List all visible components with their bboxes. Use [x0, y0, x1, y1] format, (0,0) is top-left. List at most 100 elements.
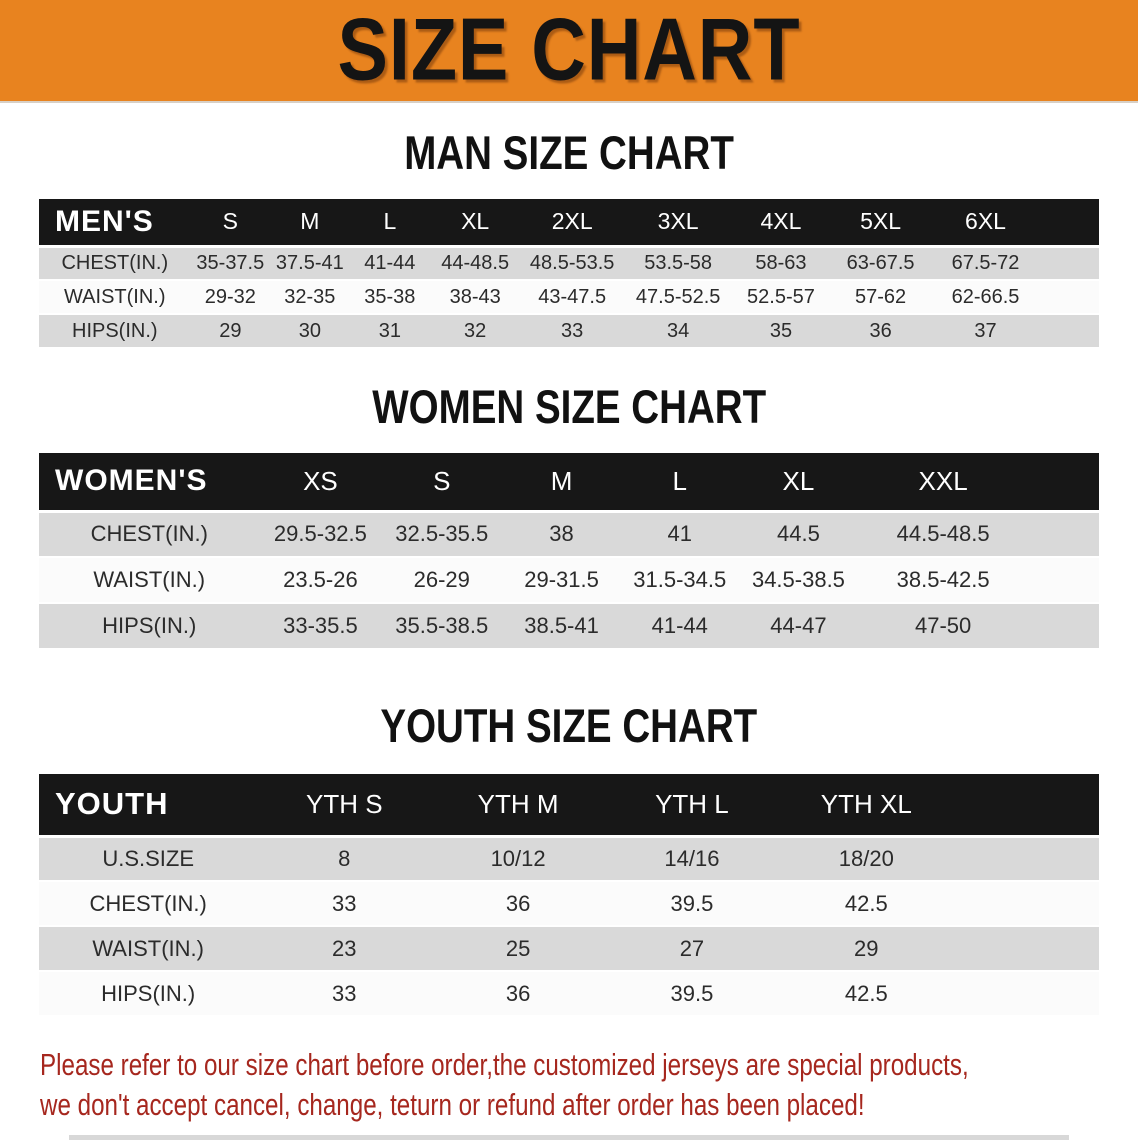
youth-chart-heading: YOUTH SIZE CHART — [0, 700, 1138, 752]
size-value-cell: 10/12 — [431, 836, 606, 882]
youth-chart-heading-text: YOUTH SIZE CHART — [380, 699, 758, 752]
size-value-cell: 35-38 — [349, 280, 431, 315]
row-filler-cell — [953, 836, 1099, 882]
size-column-header: 5XL — [829, 199, 932, 248]
row-filler-cell — [1039, 246, 1099, 281]
size-value-cell: 34.5-38.5 — [738, 557, 859, 604]
size-value-cell: 29 — [778, 926, 954, 972]
size-value-cell: 8 — [257, 836, 432, 882]
row-filler-cell — [1027, 511, 1099, 558]
size-value-cell: 44.5-48.5 — [858, 511, 1028, 558]
womens-size-table: WOMEN'S XS S M L XL XXL CHEST(IN.) 29.5-32.5 32.5… — [39, 453, 1099, 650]
order-policy-line-1: Please refer to our size chart before or… — [40, 1047, 969, 1082]
measurement-row: U.S.SIZE 8 10/12 14/16 18/20 — [39, 836, 1099, 882]
size-value-cell: 53.5-58 — [624, 246, 733, 281]
row-filler-cell — [1027, 603, 1099, 650]
size-value-cell: 33 — [257, 971, 432, 1017]
size-column-header: L — [620, 453, 739, 513]
size-column-header: L — [349, 199, 431, 248]
size-value-cell: 36 — [829, 314, 932, 349]
size-value-cell: 38-43 — [430, 280, 521, 315]
measurement-row: CHEST(IN.) 29.5-32.5 32.5-35.5 38 41 44.5 44.5… — [39, 511, 1099, 558]
size-value-cell: 38 — [502, 511, 621, 558]
measurement-row: HIPS(IN.) 33-35.5 35.5-38.5 38.5-41 41-44 44-… — [39, 603, 1099, 650]
size-column-header: YTH M — [431, 774, 606, 838]
size-value-cell: 31.5-34.5 — [620, 557, 739, 604]
size-value-cell: 34 — [624, 314, 733, 349]
size-column-header: XXL — [858, 453, 1028, 513]
row-label: U.S.SIZE — [39, 836, 258, 882]
womens-chart-heading: WOMEN SIZE CHART — [0, 381, 1138, 433]
size-column-header: YTH XL — [778, 774, 954, 838]
size-value-cell: 67.5-72 — [931, 246, 1040, 281]
header-filler-cell — [953, 774, 1099, 838]
size-value-cell: 42.5 — [778, 881, 954, 927]
measurement-row: WAIST(IN.) 29-32 32-35 35-38 38-43 43-47.5 47.… — [39, 280, 1099, 315]
row-label: HIPS(IN.) — [39, 314, 191, 349]
size-value-cell: 62-66.5 — [931, 280, 1040, 315]
size-value-cell: 29.5-32.5 — [259, 511, 382, 558]
group-label: YOUTH — [39, 774, 258, 838]
size-value-cell: 31 — [349, 314, 431, 349]
size-column-header: 4XL — [732, 199, 830, 248]
mens-size-table: MEN'S S M L XL 2XL 3XL 4XL 5XL 6XL CHEST(IN.) 35-37… — [39, 199, 1099, 349]
size-value-cell: 47.5-52.5 — [624, 280, 733, 315]
size-value-cell: 35.5-38.5 — [381, 603, 503, 650]
row-label: HIPS(IN.) — [39, 603, 260, 650]
row-filler-cell — [953, 881, 1099, 927]
size-value-cell: 35-37.5 — [190, 246, 271, 281]
size-column-header: XS — [259, 453, 382, 513]
row-filler-cell — [1039, 314, 1099, 349]
size-column-header: M — [270, 199, 350, 248]
size-value-cell: 36 — [431, 971, 606, 1017]
mens-chart-heading: MAN SIZE CHART — [0, 127, 1138, 179]
womens-size-section: WOMEN SIZE CHART WOMEN'S XS S M L XL XXL CHEST(… — [0, 381, 1138, 650]
size-value-cell: 37 — [931, 314, 1040, 349]
size-value-cell: 39.5 — [605, 881, 779, 927]
group-label: WOMEN'S — [39, 453, 260, 513]
size-value-cell: 32-35 — [270, 280, 350, 315]
measurement-row: CHEST(IN.) 33 36 39.5 42.5 — [39, 881, 1099, 927]
bottom-edge-strip — [69, 1135, 1069, 1140]
size-value-cell: 36 — [431, 881, 606, 927]
size-value-cell: 38.5-42.5 — [858, 557, 1028, 604]
row-label: HIPS(IN.) — [39, 971, 258, 1017]
size-column-header: S — [381, 453, 503, 513]
size-column-header: XL — [738, 453, 859, 513]
row-label: WAIST(IN.) — [39, 557, 260, 604]
size-value-cell: 30 — [270, 314, 350, 349]
size-column-header: 6XL — [931, 199, 1040, 248]
size-column-header: YTH S — [257, 774, 432, 838]
size-value-cell: 23 — [257, 926, 432, 972]
row-filler-cell — [1039, 280, 1099, 315]
size-column-header: 3XL — [624, 199, 733, 248]
size-value-cell: 26-29 — [381, 557, 503, 604]
size-value-cell: 43-47.5 — [520, 280, 625, 315]
size-value-cell: 32 — [430, 314, 521, 349]
size-value-cell: 33 — [257, 881, 432, 927]
row-filler-cell — [953, 971, 1099, 1017]
size-header-row: YOUTH YTH S YTH M YTH L YTH XL — [39, 774, 1099, 838]
size-value-cell: 47-50 — [858, 603, 1028, 650]
size-value-cell: 33 — [520, 314, 625, 349]
size-value-cell: 41-44 — [620, 603, 739, 650]
measurement-row: WAIST(IN.) 23 25 27 29 — [39, 926, 1099, 972]
header-filler-cell — [1039, 199, 1099, 248]
womens-chart-heading-text: WOMEN SIZE CHART — [372, 380, 766, 433]
size-value-cell: 44-47 — [738, 603, 859, 650]
row-label: CHEST(IN.) — [39, 881, 258, 927]
header-filler-cell — [1027, 453, 1099, 513]
size-value-cell: 41 — [620, 511, 739, 558]
measurement-row: WAIST(IN.) 23.5-26 26-29 29-31.5 31.5-34.5 34… — [39, 557, 1099, 604]
size-value-cell: 42.5 — [778, 971, 954, 1017]
size-value-cell: 39.5 — [605, 971, 779, 1017]
size-value-cell: 44-48.5 — [430, 246, 521, 281]
order-policy-line-2: we don't accept cancel, change, teturn o… — [40, 1087, 865, 1122]
mens-chart-heading-text: MAN SIZE CHART — [404, 126, 734, 179]
size-value-cell: 44.5 — [738, 511, 859, 558]
mens-size-section: MAN SIZE CHART MEN'S S M L XL 2XL 3XL 4XL 5XL 6XL… — [0, 127, 1138, 349]
size-value-cell: 18/20 — [778, 836, 954, 882]
size-value-cell: 41-44 — [349, 246, 431, 281]
size-value-cell: 27 — [605, 926, 779, 972]
measurement-row: HIPS(IN.) 33 36 39.5 42.5 — [39, 971, 1099, 1017]
